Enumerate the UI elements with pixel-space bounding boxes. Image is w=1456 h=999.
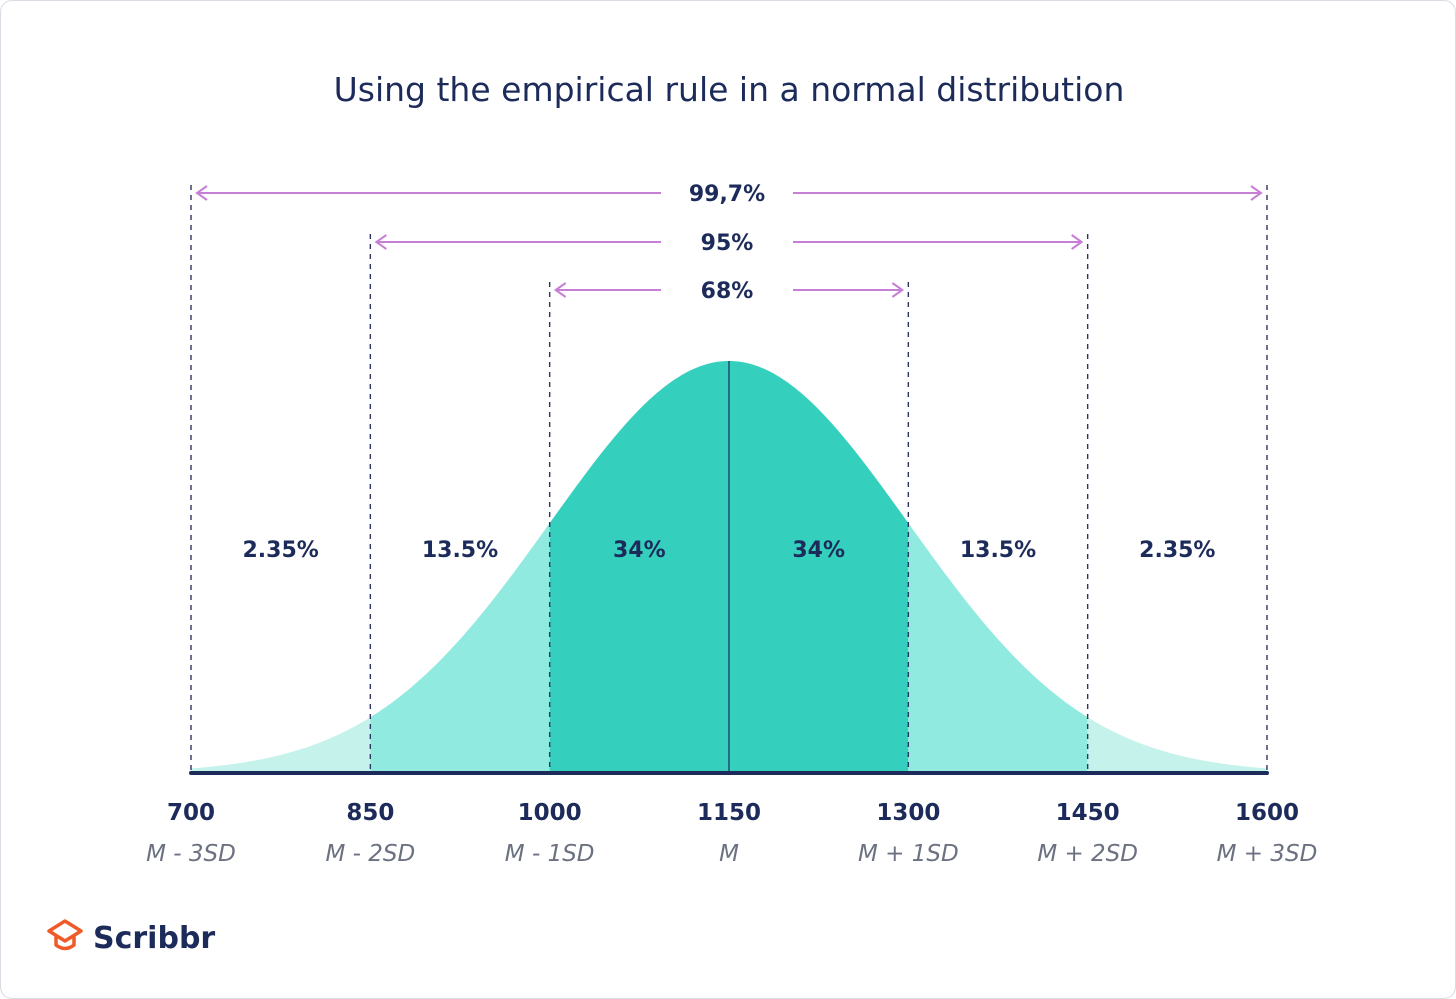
x-tick-label-6: 1450 (1056, 800, 1120, 826)
x-tick-sublabel-2: M - 2SD (325, 841, 415, 867)
x-tick-label-1: 700 (167, 800, 215, 826)
arrowhead-right-2 (1071, 234, 1084, 250)
interval-label-1: 99,7% (689, 182, 765, 207)
chart-title: Using the empirical rule in a normal dis… (334, 70, 1125, 109)
curve-region-3 (549, 361, 729, 773)
x-tick-label-3: 1000 (518, 800, 582, 826)
x-tick-label-7: 1600 (1235, 800, 1299, 826)
arrowhead-left-2 (374, 234, 387, 250)
region-label-3: 34% (613, 538, 666, 563)
curve-region-2 (370, 523, 550, 773)
graduation-cap-icon (47, 919, 83, 951)
interval-label-2: 95% (701, 231, 754, 256)
arrowhead-left-3 (553, 282, 567, 298)
region-label-1: 2.35% (243, 538, 319, 563)
region-label-6: 2.35% (1139, 538, 1215, 563)
x-tick-label-2: 850 (346, 800, 394, 826)
interval-label-3: 68% (701, 279, 754, 304)
arrowhead-right-3 (891, 282, 905, 298)
region-label-5: 13.5% (960, 538, 1036, 563)
curve-region-1 (191, 717, 371, 773)
x-tick-sublabel-4: M (719, 841, 739, 867)
x-tick-sublabel-3: M - 1SD (505, 841, 595, 867)
x-tick-sublabel-1: M - 3SD (146, 841, 236, 867)
curve-region-5 (908, 523, 1088, 773)
x-tick-label-5: 1300 (876, 800, 940, 826)
arrowhead-right-1 (1250, 185, 1263, 201)
region-label-4: 34% (792, 538, 845, 563)
x-tick-sublabel-5: M + 1SD (858, 841, 959, 867)
curve-region-6 (1087, 717, 1267, 773)
scribbr-logo: Scribbr (47, 919, 215, 956)
region-label-2: 13.5% (422, 538, 498, 563)
x-tick-sublabel-6: M + 2SD (1037, 841, 1138, 867)
logo-text: Scribbr (93, 921, 215, 956)
arrowhead-left-1 (195, 185, 208, 201)
x-tick-sublabel-7: M + 3SD (1217, 841, 1318, 867)
curve-region-4 (729, 361, 909, 773)
x-tick-label-4: 1150 (697, 800, 761, 826)
